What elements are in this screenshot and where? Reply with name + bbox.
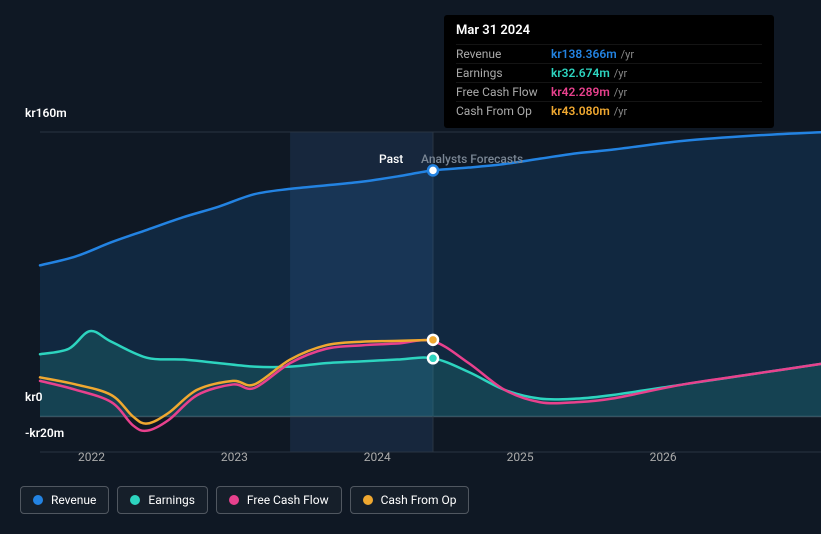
tooltip-row-revenue: Revenue kr138.366m /yr <box>456 44 762 63</box>
legend-label: Free Cash Flow <box>247 493 329 507</box>
chart-tooltip: Mar 31 2024 Revenue kr138.366m /yr Earni… <box>444 15 774 128</box>
x-tick: 2022 <box>78 450 105 464</box>
past-label: Past <box>379 152 403 166</box>
tooltip-value: kr42.289m <box>551 85 610 99</box>
legend-label: Revenue <box>51 493 96 507</box>
tooltip-value: kr32.674m <box>551 66 610 80</box>
tooltip-title: Mar 31 2024 <box>456 23 762 38</box>
legend-swatch <box>229 495 239 505</box>
x-tick: 2023 <box>221 450 248 464</box>
tooltip-unit: /yr <box>614 86 627 99</box>
tooltip-unit: /yr <box>614 105 627 118</box>
tooltip-label: Free Cash Flow <box>456 85 551 99</box>
tooltip-row-earnings: Earnings kr32.674m /yr <box>456 63 762 82</box>
legend-swatch <box>33 495 43 505</box>
legend: Revenue Earnings Free Cash Flow Cash Fro… <box>20 486 469 514</box>
legend-item-cfo[interactable]: Cash From Op <box>350 486 470 514</box>
tooltip-label: Cash From Op <box>456 104 551 118</box>
tooltip-label: Earnings <box>456 66 551 80</box>
legend-swatch <box>363 495 373 505</box>
tooltip-label: Revenue <box>456 47 551 61</box>
tooltip-value: kr43.080m <box>551 104 610 118</box>
legend-item-earnings[interactable]: Earnings <box>117 486 208 514</box>
legend-item-fcf[interactable]: Free Cash Flow <box>216 486 342 514</box>
legend-item-revenue[interactable]: Revenue <box>20 486 109 514</box>
tooltip-unit: /yr <box>621 48 634 61</box>
x-tick: 2026 <box>650 450 677 464</box>
legend-swatch <box>130 495 140 505</box>
legend-label: Earnings <box>148 493 195 507</box>
tooltip-value: kr138.366m <box>551 47 617 61</box>
x-tick: 2024 <box>364 450 391 464</box>
y-tick-min: -kr20m <box>25 426 64 440</box>
tooltip-row-cfo: Cash From Op kr43.080m /yr <box>456 101 762 120</box>
legend-label: Cash From Op <box>381 493 457 507</box>
forecast-label: Analysts Forecasts <box>421 152 523 166</box>
tooltip-unit: /yr <box>614 67 627 80</box>
y-tick-zero: kr0 <box>25 390 43 404</box>
tooltip-row-fcf: Free Cash Flow kr42.289m /yr <box>456 82 762 101</box>
y-tick-max: kr160m <box>25 106 67 120</box>
x-tick: 2025 <box>507 450 534 464</box>
